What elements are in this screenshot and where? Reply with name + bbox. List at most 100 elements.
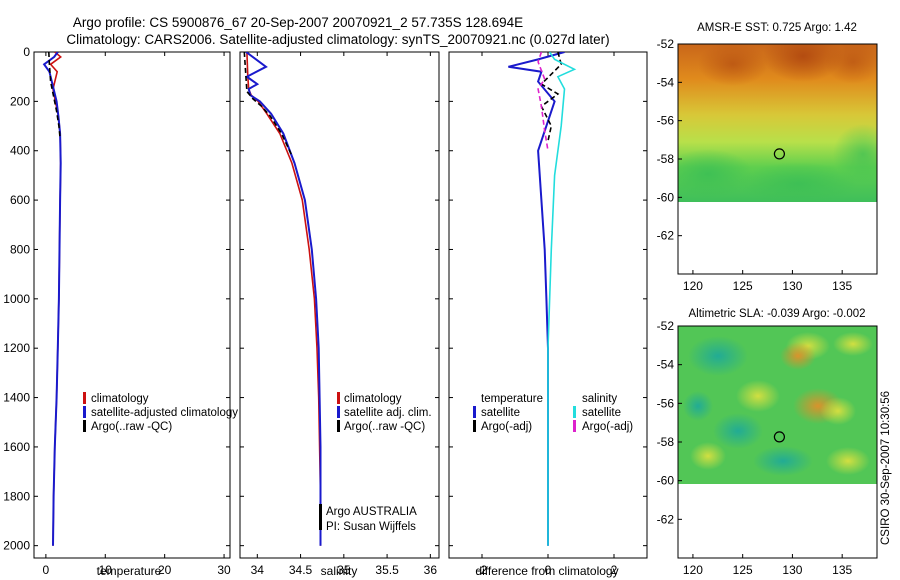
map-y-tick-label: -54	[657, 358, 675, 372]
float-country-annotation: Argo AUSTRALIA	[326, 506, 417, 518]
sst-map-panel: AMSR-E SST: 0.725 Argo: 1.42 120 125 130 13…	[657, 22, 878, 293]
series-line-salinity-argo-adj	[537, 52, 549, 151]
float-owner-marker	[319, 504, 322, 530]
y-tick-label: 1200	[3, 341, 30, 355]
map-y-tick-label: -56	[657, 396, 675, 410]
map-x-tick-label: 125	[733, 279, 753, 293]
legend-swatch-argo	[337, 420, 340, 432]
map-x-tick-label: 135	[832, 563, 852, 577]
series-line-salinity-satellite	[547, 52, 577, 546]
x-tick-label: 34.5	[289, 563, 313, 577]
difference-x-label: difference from climatology	[475, 564, 618, 578]
legend-swatch-sal-argo	[573, 420, 576, 432]
salinity-series-lines	[243, 52, 322, 546]
temperature-profile-panel: 0 200 400 600 800 1000 1200 1400 1600 1800 2000 0 1…	[3, 45, 238, 578]
map-y-tick-label: -52	[657, 37, 675, 51]
y-tick-label: 600	[10, 193, 30, 207]
map-y-tick-label: -60	[657, 474, 675, 488]
map-y-tick-label: -62	[657, 512, 675, 526]
map-y-tick-label: -56	[657, 114, 675, 128]
legend-label-argo: Argo(..raw -QC)	[91, 421, 172, 433]
x-tick-label: 20	[158, 563, 172, 577]
y-tick-label: 200	[10, 94, 30, 108]
legend-swatch-argo	[83, 420, 86, 432]
map-y-tick-label: -60	[657, 190, 675, 204]
legend-label-temp-satellite: satellite	[481, 407, 520, 419]
temperature-x-ticks: 0 10 20 30	[43, 52, 231, 577]
legend-label-sal-satellite: satellite	[582, 407, 621, 419]
map-x-tick-label: 120	[683, 563, 703, 577]
y-tick-label: 2000	[3, 539, 30, 553]
sla-map-title: Altimetric SLA: -0.039 Argo: -0.002	[688, 308, 865, 320]
sst-heatmap	[678, 44, 877, 202]
legend-swatch-satellite-adjusted	[83, 406, 86, 418]
map-x-tick-label: 125	[733, 563, 753, 577]
float-pi-annotation: PI: Susan Wijffels	[326, 521, 416, 533]
map-x-tick-label: 135	[832, 279, 852, 293]
series-line-satellite-adj-clim	[244, 52, 322, 546]
difference-legend: temperature satellite Argo(-adj) salinit…	[473, 393, 633, 433]
figure-title-line2: Climatology: CARS2006. Satellite-adjuste…	[66, 32, 609, 47]
y-tick-label: 400	[10, 144, 30, 158]
salinity-axes-frame	[239, 51, 440, 559]
y-tick-label: 0	[23, 45, 30, 59]
sla-y-ticks: -52 -54 -56 -58 -60 -62	[657, 319, 682, 526]
map-x-tick-label: 120	[683, 279, 703, 293]
legend-swatch-climatology	[83, 392, 86, 404]
x-tick-label: 36	[424, 563, 438, 577]
x-tick-label: 2	[611, 563, 618, 577]
legend-swatch-temp-satellite	[473, 406, 476, 418]
y-tick-label: 1000	[3, 292, 30, 306]
series-line-temperature-argo-adj	[540, 52, 563, 142]
difference-series-lines	[508, 52, 577, 546]
map-y-tick-label: -58	[657, 435, 675, 449]
temperature-y-ticks: 0 200 400 600 800 1000 1200 1400 1600 1800 2000	[3, 45, 230, 553]
x-tick-label: 35	[337, 563, 351, 577]
temperature-axes-frame	[33, 51, 231, 559]
temperature-legend: climatology satellite-adjusted climatolo…	[83, 392, 238, 433]
sla-heatmap	[678, 326, 877, 484]
legend-group-salinity: salinity	[582, 393, 617, 405]
legend-swatch-satellite-adj	[337, 406, 340, 418]
map-y-tick-label: -52	[657, 319, 675, 333]
sla-argo-position-marker	[773, 431, 786, 443]
legend-swatch-climatology	[337, 392, 340, 404]
salinity-x-label: salinity	[321, 564, 358, 578]
x-tick-label: 10	[99, 563, 113, 577]
y-tick-label: 1600	[3, 440, 30, 454]
series-line-satellite-adjusted-climatology	[42, 52, 62, 546]
y-tick-label: 1800	[3, 489, 30, 503]
map-x-tick-label: 130	[782, 563, 802, 577]
sla-x-ticks: 120 125 130 135	[683, 554, 853, 577]
x-tick-label: -2	[477, 563, 488, 577]
x-tick-label: 0	[545, 563, 552, 577]
legend-label-climatology: climatology	[91, 393, 149, 405]
legend-swatch-temp-argo	[473, 420, 476, 432]
legend-label-temp-argo: Argo(-adj)	[481, 421, 532, 433]
legend-group-temperature: temperature	[481, 393, 543, 405]
legend-label-argo: Argo(..raw -QC)	[344, 421, 425, 433]
map-y-tick-label: -58	[657, 152, 675, 166]
map-x-tick-label: 130	[782, 279, 802, 293]
y-tick-label: 800	[10, 242, 30, 256]
legend-label-satellite-adjusted: satellite-adjusted climatology	[91, 407, 238, 419]
temperature-x-label: temperature	[97, 564, 162, 578]
salinity-y-ticks	[240, 51, 439, 547]
legend-swatch-sal-satellite	[573, 406, 576, 418]
salinity-legend: climatology satellite adj. clim. Argo(..…	[337, 392, 432, 433]
salinity-x-ticks: 34 34.5 35 35.5 36	[251, 52, 438, 577]
sst-argo-position-marker	[773, 148, 786, 160]
difference-profile-panel: -2 0 2 difference from climatology tempera…	[448, 51, 648, 578]
x-tick-label: 35.5	[375, 563, 399, 577]
map-y-tick-label: -54	[657, 75, 675, 89]
sst-y-ticks: -52 -54 -56 -58 -60 -62	[657, 37, 682, 243]
sst-x-ticks: 120 125 130 135	[683, 270, 853, 293]
series-line-argo-raw-qc	[243, 52, 293, 157]
series-line-argo-raw-qc	[48, 52, 61, 139]
legend-label-satellite-adj: satellite adj. clim.	[344, 407, 432, 419]
x-tick-label: 0	[43, 563, 50, 577]
legend-label-sal-argo: Argo(-adj)	[582, 421, 633, 433]
credit-timestamp: CSIRO 30-Sep-2007 10:30:56	[880, 391, 892, 545]
temperature-series-lines	[42, 52, 62, 546]
